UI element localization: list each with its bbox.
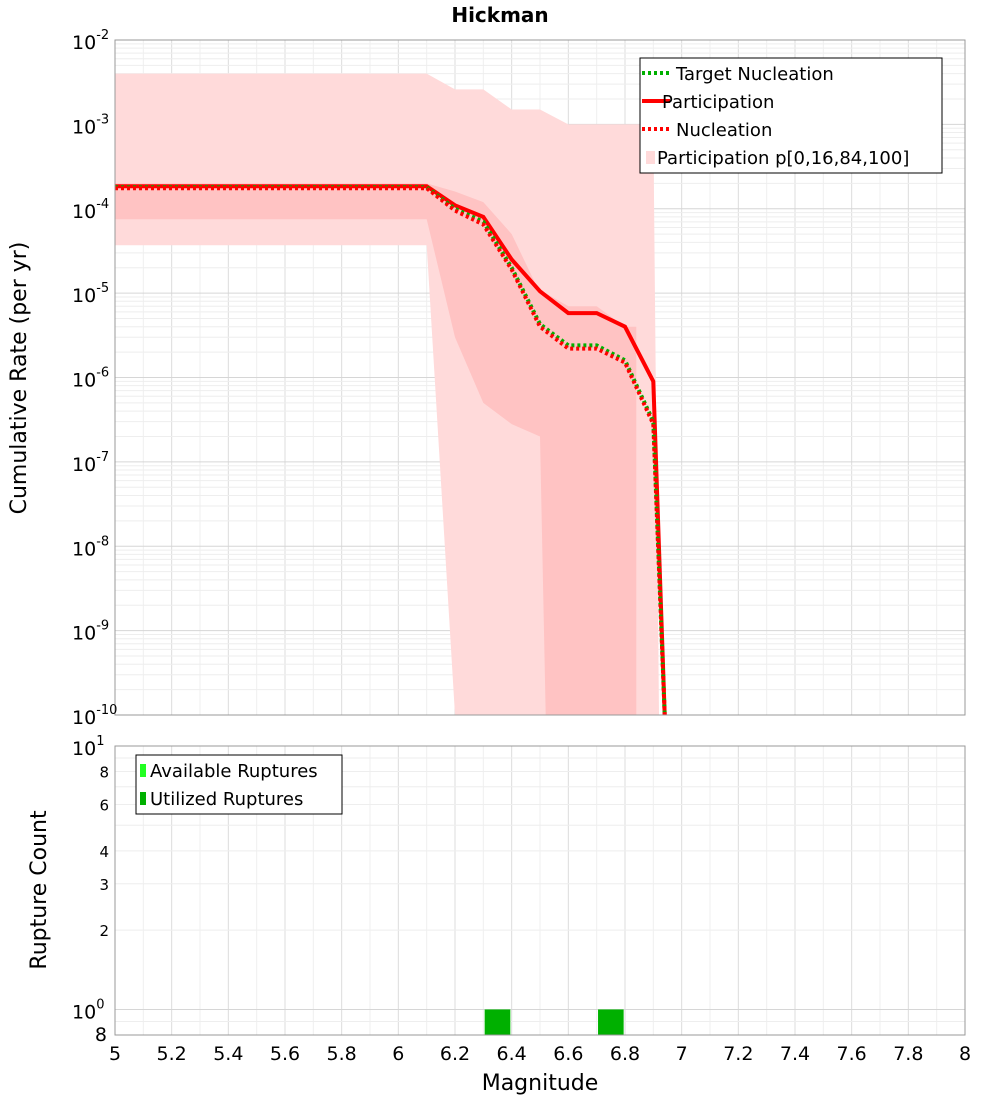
tick-base: 10 xyxy=(72,370,96,392)
participation-band-inner xyxy=(115,183,637,715)
rate-y-tick-label: 10-6 xyxy=(72,366,109,392)
rate-lines xyxy=(115,184,667,716)
tick-exponent: -4 xyxy=(96,197,109,212)
rate-y-tick-label: 10-9 xyxy=(72,619,109,645)
tick-exponent: -6 xyxy=(96,366,109,381)
count-plot-frame xyxy=(114,745,966,1036)
count-y-minor-tick-label: 8 xyxy=(99,764,109,782)
count-y-minor-tick-label: 8 xyxy=(95,1024,107,1046)
rate-y-tick-label: 10-2 xyxy=(72,28,109,54)
tick-exponent: -8 xyxy=(96,534,109,549)
tick-exponent: -5 xyxy=(96,281,109,296)
count-y-minor-tick-label: 6 xyxy=(99,796,109,814)
x-axis-label: Magnitude xyxy=(482,1071,599,1096)
tick-base: 10 xyxy=(72,201,96,223)
x-tick-label: 7 xyxy=(676,1043,688,1065)
x-tick-label: 8 xyxy=(959,1043,971,1065)
rate-bands xyxy=(115,73,659,716)
rate-y-tick-label: 10-4 xyxy=(72,197,109,223)
count-y-minor-tick-label: 3 xyxy=(99,876,109,894)
tick-exponent: -10 xyxy=(96,703,117,718)
tick-exponent: 0 xyxy=(96,997,104,1012)
tick-base: 10 xyxy=(72,738,96,760)
utilized-ruptures-bar xyxy=(484,1009,511,1035)
rate-y-tick-label: 10-8 xyxy=(72,534,109,560)
chart-title: Hickman xyxy=(451,3,548,27)
tick-base: 10 xyxy=(72,116,96,138)
x-tick-label: 6.6 xyxy=(553,1043,583,1065)
tick-exponent: -7 xyxy=(96,450,109,465)
count-bars xyxy=(484,1009,624,1035)
legend-label: Participation p[0,16,84,100] xyxy=(657,148,909,169)
rate-y-tick-label: 10-10 xyxy=(72,703,117,729)
rate-legend: Target Nucleation Participation Nucleation… xyxy=(639,57,943,174)
tick-base: 10 xyxy=(72,454,96,476)
tick-base: 10 xyxy=(72,1001,96,1023)
x-tick-label: 5.4 xyxy=(213,1043,243,1065)
rate-y-axis-label: Cumulative Rate (per yr) xyxy=(7,242,32,515)
count-y-axis-label: Rupture Count xyxy=(27,810,52,970)
tick-base: 10 xyxy=(72,538,96,560)
rate-y-tick-label: 10-7 xyxy=(72,450,109,476)
tick-exponent: 1 xyxy=(96,734,104,749)
x-tick-label: 5.6 xyxy=(270,1043,300,1065)
utilized-ruptures-bar xyxy=(598,1009,624,1035)
count-x-ticks: 5 5.2 5.4 5.6 5.8 6 6.2 6.4 6.6 6.8 7 7.2 7.4 7.6 7.8 8 xyxy=(109,1043,971,1065)
count-legend-box xyxy=(135,754,343,815)
legend-label: Target Nucleation xyxy=(675,64,834,85)
rate-legend-box xyxy=(639,57,943,174)
tick-base: 10 xyxy=(72,707,96,729)
x-tick-label: 7.8 xyxy=(893,1043,923,1065)
x-tick-label: 5.8 xyxy=(327,1043,357,1065)
x-tick-label: 5.2 xyxy=(157,1043,187,1065)
count-y-major-tick-label: 100 xyxy=(72,997,104,1023)
participation-line xyxy=(115,184,667,716)
count-y-minor-tick-label: 2 xyxy=(99,922,109,940)
rate-y-tick-label: 10-3 xyxy=(72,112,109,138)
legend-label: Utilized Ruptures xyxy=(150,789,303,810)
x-tick-label: 6 xyxy=(392,1043,404,1065)
x-tick-label: 5 xyxy=(109,1043,121,1065)
tick-base: 10 xyxy=(72,32,96,54)
nucleation-line xyxy=(115,186,667,716)
tick-exponent: -9 xyxy=(96,619,109,634)
rate-y-ticks: 10-210-310-410-510-610-710-810-910-10 xyxy=(72,28,117,729)
tick-base: 10 xyxy=(72,623,96,645)
count-y-minor-tick-label: 4 xyxy=(99,843,109,861)
legend-label: Participation xyxy=(662,92,774,113)
x-tick-label: 7.2 xyxy=(723,1043,753,1065)
tick-base: 10 xyxy=(72,285,96,307)
legend-swatch-band xyxy=(646,151,655,164)
count-y-major-tick-label: 101 xyxy=(72,734,104,760)
tick-exponent: -2 xyxy=(96,28,109,43)
x-tick-label: 6.8 xyxy=(610,1043,640,1065)
legend-swatch-bar xyxy=(140,764,146,777)
tick-exponent: -3 xyxy=(96,112,109,127)
legend-label: Nucleation xyxy=(676,120,772,141)
count-legend: Available Ruptures Utilized Ruptures xyxy=(135,754,343,815)
x-tick-label: 6.2 xyxy=(440,1043,470,1065)
rate-y-tick-label: 10-5 xyxy=(72,281,109,307)
x-tick-label: 6.4 xyxy=(497,1043,527,1065)
x-tick-label: 7.6 xyxy=(837,1043,867,1065)
rate-panel: 10-210-310-410-510-610-710-810-910-10 Cu… xyxy=(7,28,966,729)
x-tick-label: 7.4 xyxy=(780,1043,810,1065)
legend-swatch-bar xyxy=(140,792,146,805)
legend-label: Available Ruptures xyxy=(150,761,318,782)
participation-band-outer xyxy=(115,73,659,716)
rate-plot-frame xyxy=(114,39,966,716)
